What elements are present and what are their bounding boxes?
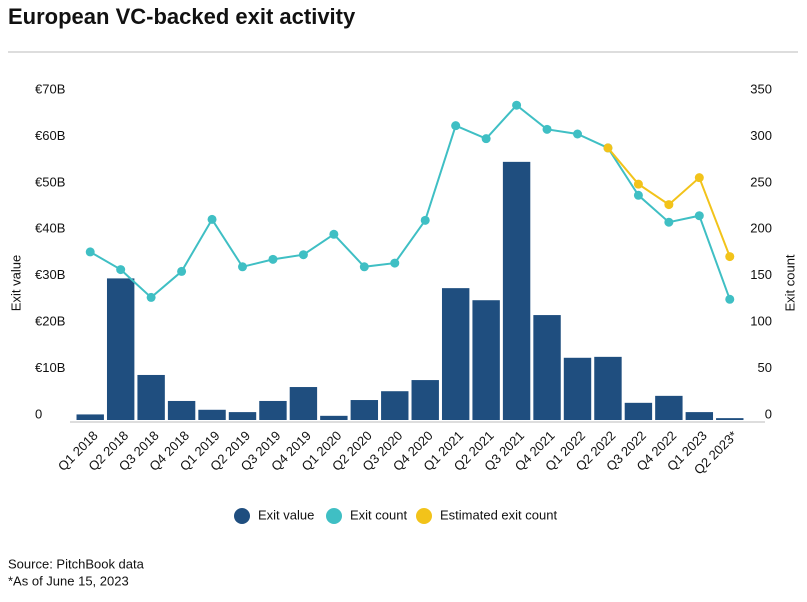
point bbox=[268, 254, 278, 264]
bar bbox=[198, 409, 226, 420]
y2-axis-label: Exit count bbox=[782, 254, 797, 311]
y2-tick-label: 300 bbox=[750, 128, 772, 143]
y-tick-label: €50B bbox=[35, 174, 65, 189]
point bbox=[603, 143, 613, 153]
point bbox=[298, 250, 308, 260]
bar bbox=[106, 278, 135, 420]
bar bbox=[533, 315, 561, 420]
y-tick-label: €30B bbox=[35, 267, 65, 282]
point bbox=[207, 214, 217, 224]
point bbox=[633, 179, 643, 189]
bar bbox=[716, 418, 744, 420]
bar bbox=[441, 288, 470, 420]
bar bbox=[228, 412, 257, 420]
legend-swatch bbox=[326, 508, 342, 524]
point bbox=[694, 173, 704, 183]
bar bbox=[563, 357, 592, 420]
legend-label: Estimated exit count bbox=[440, 507, 557, 522]
bar bbox=[350, 400, 379, 420]
point bbox=[420, 215, 430, 225]
point bbox=[725, 294, 735, 304]
y-tick-label: €60B bbox=[35, 128, 65, 143]
bar bbox=[685, 412, 714, 420]
source: Source: PitchBook data bbox=[8, 556, 145, 571]
chart-title: European VC-backed exit activity bbox=[8, 4, 356, 29]
bar bbox=[320, 415, 348, 420]
y-tick-label: €10B bbox=[35, 360, 65, 375]
bar bbox=[137, 374, 165, 420]
bar bbox=[411, 380, 439, 420]
y2-tick-label: 150 bbox=[750, 267, 772, 282]
point bbox=[725, 252, 735, 262]
point bbox=[542, 124, 552, 134]
point bbox=[146, 292, 156, 302]
y-axis-label: Exit value bbox=[8, 255, 23, 311]
bar bbox=[624, 402, 653, 420]
y-tick-label: €40B bbox=[35, 221, 65, 236]
point bbox=[694, 211, 704, 221]
point bbox=[238, 262, 247, 272]
note: *As of June 15, 2023 bbox=[8, 573, 129, 588]
bar bbox=[259, 400, 287, 420]
y2-tick-label: 100 bbox=[750, 314, 772, 329]
point bbox=[451, 121, 461, 131]
legend-label: Exit count bbox=[350, 507, 407, 522]
legend-swatch bbox=[416, 508, 432, 524]
y2-tick-label: 200 bbox=[750, 221, 772, 236]
bar bbox=[472, 300, 500, 420]
y-tick-label: €70B bbox=[35, 81, 65, 96]
point bbox=[512, 100, 522, 110]
line bbox=[89, 103, 731, 300]
y2-tick-label: 50 bbox=[758, 360, 772, 375]
bar bbox=[502, 161, 531, 420]
point bbox=[481, 134, 491, 144]
bar bbox=[381, 391, 409, 420]
bar bbox=[655, 395, 683, 420]
bar bbox=[594, 356, 622, 420]
point bbox=[177, 266, 187, 276]
y-tick-label: €20B bbox=[35, 314, 65, 329]
legend-label: Exit value bbox=[258, 507, 314, 522]
y2-tick-label: 350 bbox=[750, 81, 772, 96]
y2-tick-label: 0 bbox=[765, 406, 772, 421]
point bbox=[664, 200, 674, 210]
point bbox=[85, 247, 95, 257]
point bbox=[573, 129, 582, 139]
point bbox=[633, 190, 643, 200]
point bbox=[359, 262, 369, 272]
point bbox=[390, 258, 400, 268]
y2-tick-label: 250 bbox=[750, 174, 772, 189]
legend-swatch bbox=[234, 508, 250, 524]
bar bbox=[167, 400, 196, 420]
y-tick-label: 0 bbox=[35, 406, 42, 421]
point bbox=[664, 217, 674, 227]
bar bbox=[289, 387, 318, 420]
point bbox=[329, 229, 339, 239]
bar bbox=[76, 414, 104, 420]
point bbox=[116, 265, 126, 275]
